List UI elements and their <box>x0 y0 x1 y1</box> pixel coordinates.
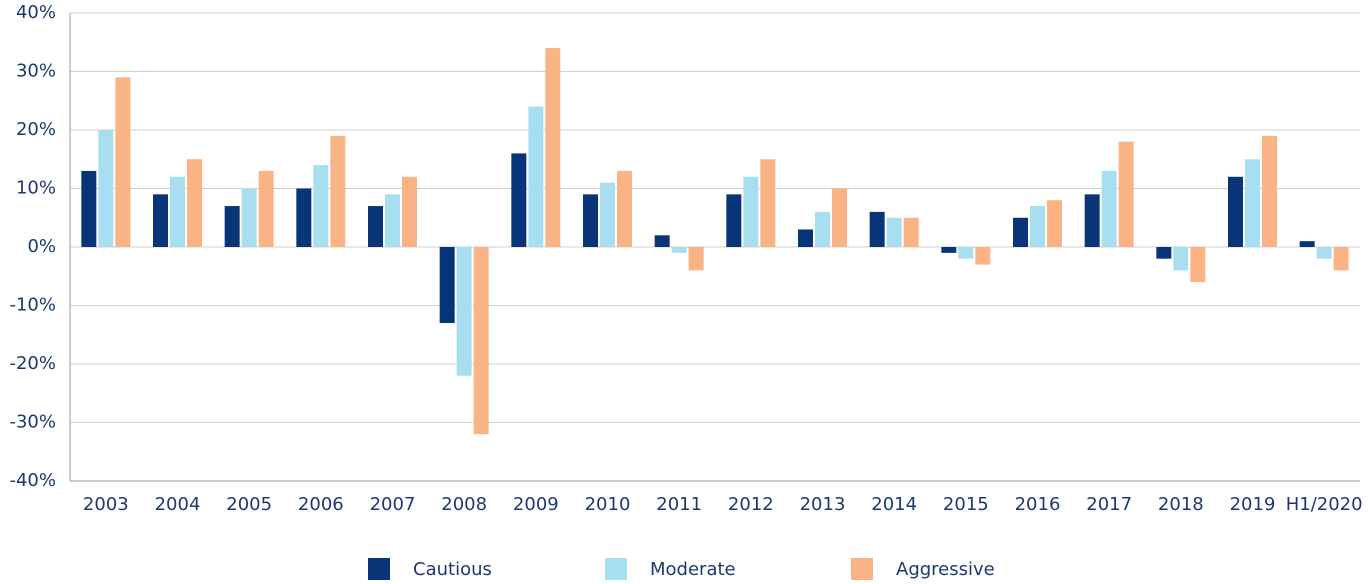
bar <box>473 247 489 435</box>
bar <box>1030 206 1045 247</box>
bar <box>832 188 847 247</box>
x-tick-label: 2016 <box>1015 494 1061 515</box>
bar <box>1190 247 1206 283</box>
bar <box>743 176 759 247</box>
bar <box>187 159 202 247</box>
x-tick-label: 2003 <box>83 494 129 515</box>
bar <box>98 130 114 247</box>
bar <box>368 206 383 247</box>
bar <box>583 194 598 247</box>
bar <box>224 206 240 247</box>
bar <box>439 247 455 324</box>
x-tick-label: 2015 <box>943 494 989 515</box>
bar <box>1013 217 1028 247</box>
bar <box>671 247 687 253</box>
bar <box>545 48 561 247</box>
bar <box>258 170 274 247</box>
bar <box>1245 159 1260 247</box>
x-tick-label: 2007 <box>370 494 416 515</box>
bar <box>456 247 472 376</box>
x-tick-label: 2006 <box>298 494 344 515</box>
bar <box>798 229 813 247</box>
bar <box>1084 194 1100 247</box>
bar <box>941 247 957 253</box>
x-tick-label: 2014 <box>871 494 917 515</box>
bar <box>726 194 742 247</box>
bar <box>903 217 919 247</box>
bar <box>170 176 185 247</box>
bar <box>760 159 776 247</box>
x-tick-label: 2008 <box>441 494 487 515</box>
bar <box>385 194 400 247</box>
x-tick-label: 2018 <box>1158 494 1204 515</box>
y-tick-label: 0% <box>27 236 56 257</box>
legend-label: Cautious <box>413 559 492 580</box>
bar <box>1299 241 1315 247</box>
x-tick-label: H1/2020 <box>1286 494 1363 515</box>
bar <box>153 194 168 247</box>
bar <box>313 165 329 247</box>
bar <box>330 135 346 247</box>
x-tick-label: 2013 <box>800 494 846 515</box>
bar <box>1262 135 1277 247</box>
bar <box>241 188 257 247</box>
y-tick-label: 10% <box>16 178 56 199</box>
bar <box>617 170 632 247</box>
legend-swatch <box>605 558 627 580</box>
y-tick-label: -20% <box>9 353 56 374</box>
x-tick-label: 2017 <box>1086 494 1132 515</box>
bar <box>402 176 417 247</box>
bar <box>1047 200 1062 247</box>
bar <box>886 217 902 247</box>
legend-label: Aggressive <box>896 559 995 580</box>
x-tick-label: 2011 <box>656 494 702 515</box>
x-tick-label: 2010 <box>585 494 631 515</box>
bar <box>654 235 670 247</box>
x-tick-label: 2004 <box>155 494 201 515</box>
bar <box>1316 247 1332 259</box>
bar <box>511 153 527 247</box>
bar <box>1101 170 1117 247</box>
bar <box>1333 247 1349 271</box>
bar <box>1173 247 1189 271</box>
legend-swatch <box>368 558 390 580</box>
x-tick-label: 2009 <box>513 494 559 515</box>
bar <box>600 182 615 247</box>
bar <box>1156 247 1172 259</box>
bar <box>869 211 885 247</box>
y-tick-label: -10% <box>9 295 56 316</box>
bar <box>115 77 131 247</box>
bar <box>81 170 97 247</box>
y-tick-label: -30% <box>9 412 56 433</box>
legend-label: Moderate <box>650 559 736 580</box>
bar <box>296 188 312 247</box>
bar <box>1118 141 1134 247</box>
bar <box>1228 176 1243 247</box>
bar <box>815 211 830 247</box>
y-tick-label: 20% <box>16 119 56 140</box>
y-tick-label: -40% <box>9 470 56 491</box>
y-tick-label: 40% <box>16 2 56 23</box>
x-tick-label: 2012 <box>728 494 774 515</box>
y-tick-label: 30% <box>16 61 56 82</box>
legend-swatch <box>851 558 873 580</box>
bar <box>528 106 544 247</box>
bar <box>688 247 704 271</box>
x-tick-label: 2005 <box>226 494 272 515</box>
x-tick-label: 2019 <box>1230 494 1276 515</box>
bar <box>975 247 991 265</box>
bar <box>958 247 974 259</box>
